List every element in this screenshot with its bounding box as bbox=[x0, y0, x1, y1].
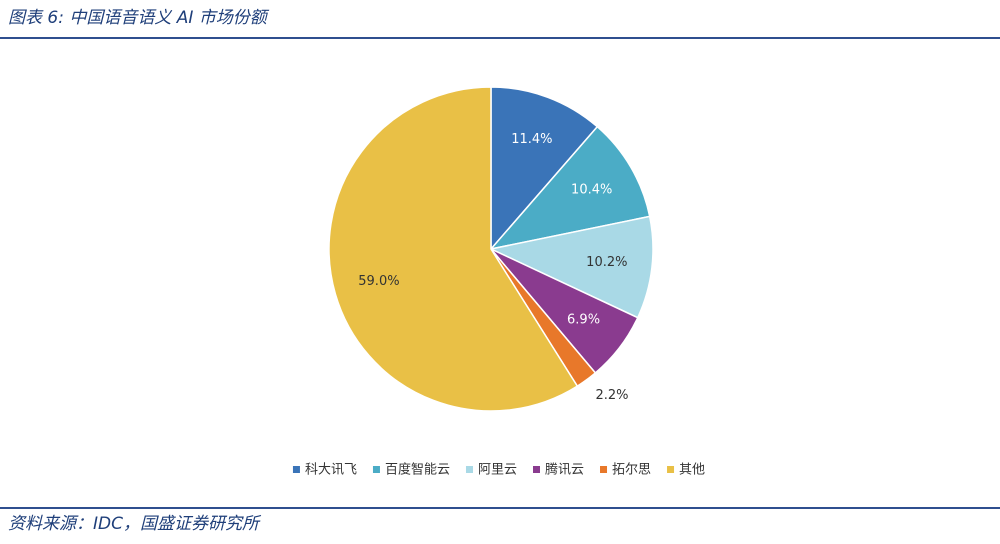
legend-marker bbox=[600, 466, 608, 473]
data-label: 11.4% bbox=[511, 132, 552, 147]
legend-label: 拓尔思 bbox=[612, 463, 651, 478]
pie-slice bbox=[490, 86, 599, 252]
legend-marker bbox=[533, 466, 540, 473]
data-label: 59.0% bbox=[358, 274, 399, 289]
legend-marker bbox=[465, 466, 473, 473]
data-label: 10.4% bbox=[571, 183, 612, 198]
legend-label: 阿里云 bbox=[478, 463, 517, 478]
pie-slice bbox=[488, 125, 651, 251]
legend-label: 科大讯飞 bbox=[305, 463, 357, 478]
legend-label: 百度智能云 bbox=[385, 462, 450, 478]
legend-label: 其他 bbox=[679, 463, 705, 478]
source: 资料来源：IDC，国盛证券研究所 bbox=[8, 514, 262, 534]
pie-slice bbox=[488, 215, 654, 319]
pie-slice bbox=[328, 86, 579, 412]
data-label: 6.9% bbox=[567, 312, 600, 327]
legend-marker bbox=[372, 466, 380, 473]
chart-title: 图表 6: 中国语音语义 AI 市场份额 bbox=[8, 8, 270, 28]
data-label: 2.2% bbox=[596, 388, 629, 403]
data-label: 10.2% bbox=[586, 255, 627, 270]
legend-marker bbox=[667, 466, 675, 473]
legend-marker bbox=[292, 466, 300, 473]
legend-label: 腾讯云 bbox=[545, 462, 584, 478]
